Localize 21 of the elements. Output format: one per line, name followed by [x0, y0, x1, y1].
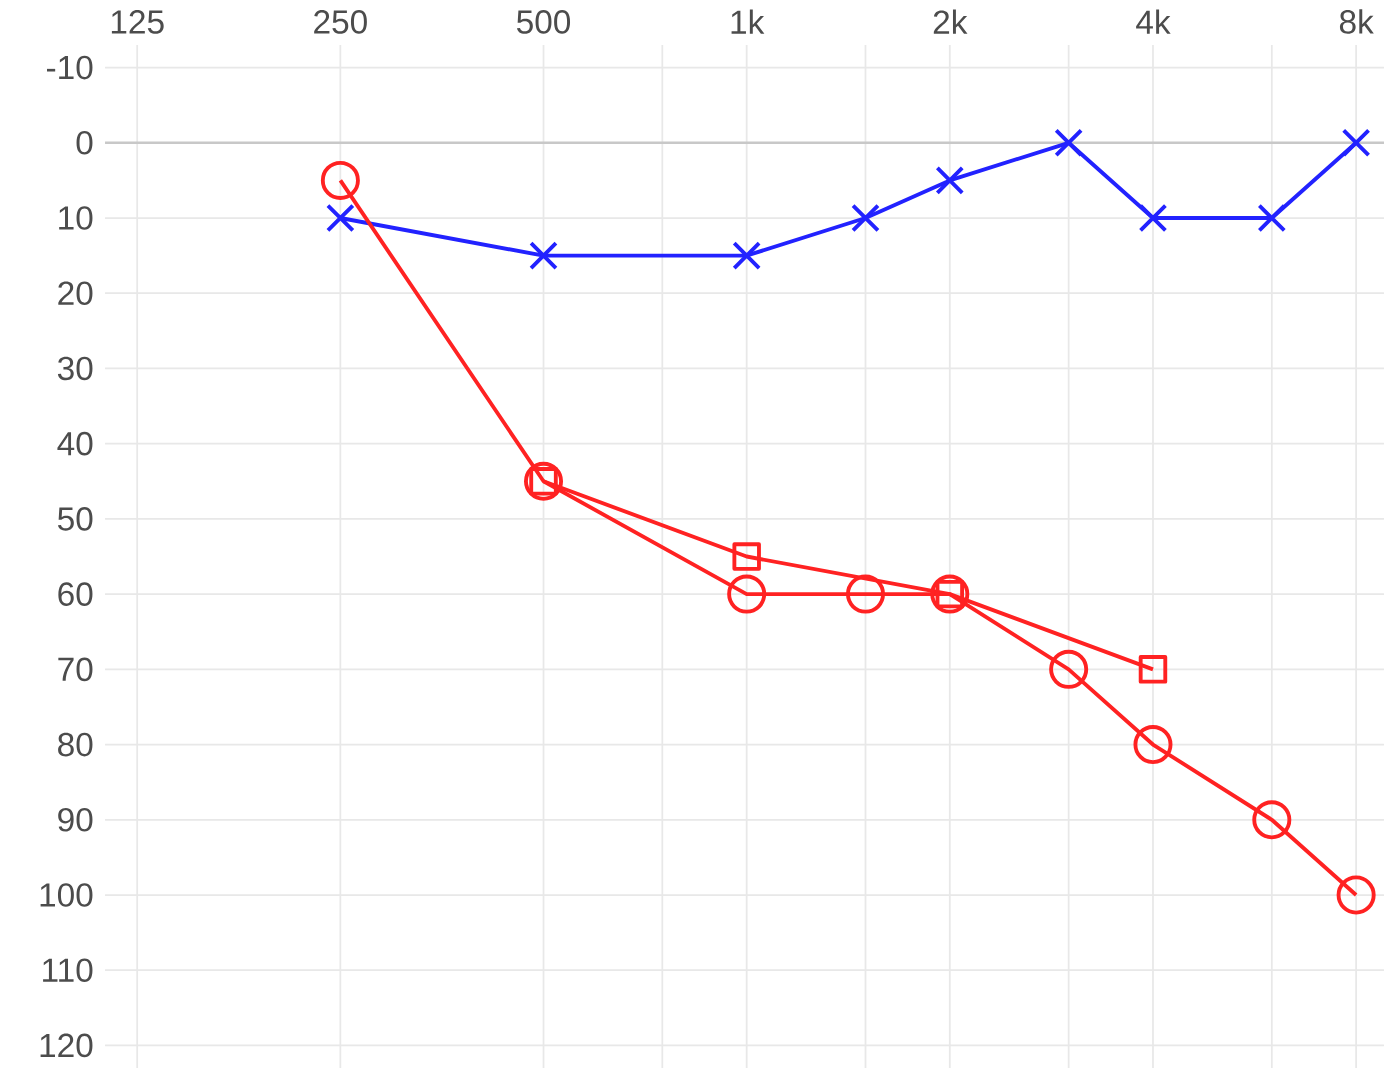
y-tick-label: 100: [40, 883, 93, 907]
y-tick-label: 30: [57, 356, 93, 381]
y-tick-label: 90: [58, 807, 93, 832]
x-tick-label: 125: [111, 10, 164, 34]
x-tick-label: 4k: [1136, 9, 1171, 34]
x-tick-label: 2k: [933, 9, 968, 34]
y-tick-label: 40: [57, 431, 93, 456]
y-tick-label: 110: [43, 958, 93, 983]
y-tick-label: 20: [58, 281, 93, 306]
y-tick-label: 10: [59, 206, 93, 230]
y-tick-label: -10: [47, 55, 93, 80]
x-tick-label: 1k: [731, 9, 765, 34]
y-tick-label: 60: [58, 582, 93, 606]
x-tick-label: 8k: [1339, 9, 1374, 34]
x-tick-label: 250: [314, 10, 367, 34]
y-tick-label: 0: [76, 130, 93, 155]
y-tick-label: 50: [57, 507, 93, 531]
x-tick-label: 500: [516, 10, 571, 34]
y-tick-label: 120: [40, 1033, 93, 1058]
y-tick-label: 70: [58, 657, 93, 682]
y-tick-label: 80: [58, 732, 93, 757]
